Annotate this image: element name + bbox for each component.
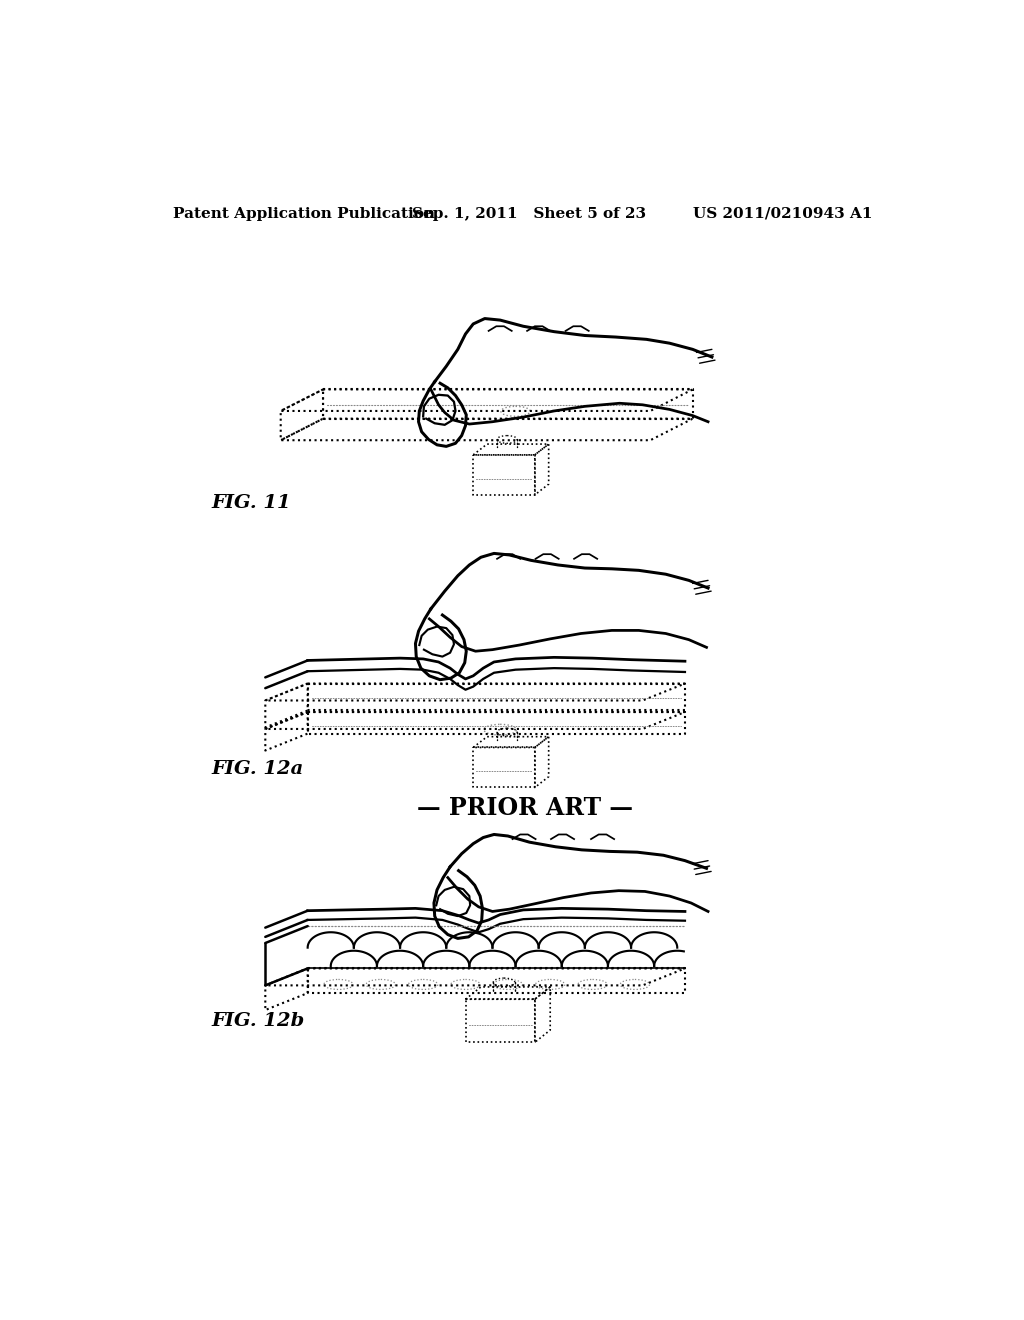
Text: Sep. 1, 2011   Sheet 5 of 23: Sep. 1, 2011 Sheet 5 of 23 xyxy=(412,207,646,220)
Text: FIG. 12a: FIG. 12a xyxy=(211,760,304,777)
Text: FIG. 12b: FIG. 12b xyxy=(211,1012,305,1030)
Text: US 2011/0210943 A1: US 2011/0210943 A1 xyxy=(692,207,872,220)
Text: FIG. 11: FIG. 11 xyxy=(211,495,291,512)
Text: — PRIOR ART —: — PRIOR ART — xyxy=(417,796,633,820)
Text: Patent Application Publication: Patent Application Publication xyxy=(173,207,435,220)
